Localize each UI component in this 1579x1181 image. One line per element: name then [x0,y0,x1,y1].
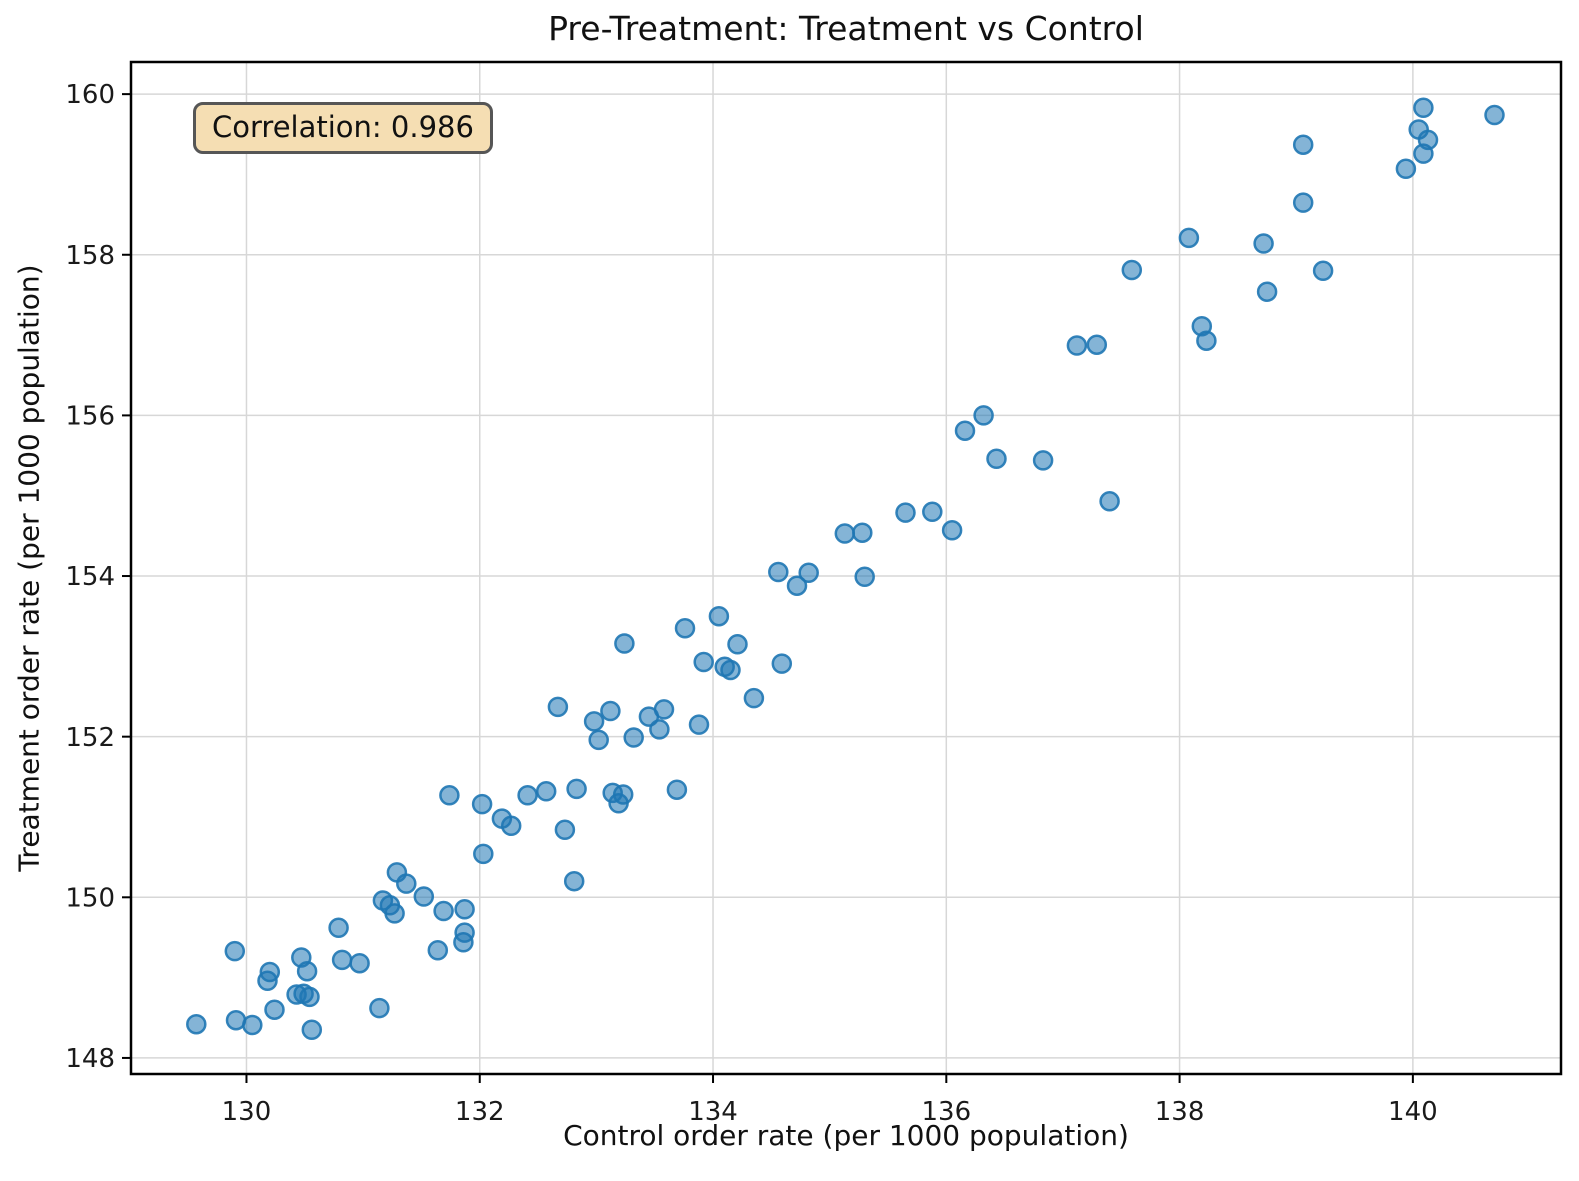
data-point [1256,281,1278,302]
data-point [674,617,696,639]
y-tick-label: 156 [65,401,115,431]
data-point [433,900,454,922]
data-point [798,562,819,584]
data-point [854,566,875,588]
data-point [473,843,494,865]
data-point [771,653,793,674]
y-tick-label: 154 [65,562,115,592]
data-point [852,522,873,543]
data-point [708,605,730,627]
y-tick-label: 148 [65,1044,115,1074]
y-tick-label: 150 [65,883,115,913]
y-tick-label: 152 [65,723,115,753]
data-point [369,997,390,1019]
data-point [588,729,609,751]
correlation-annotation: Correlation: 0.986 [193,102,493,154]
data-point [517,785,538,806]
y-tick-label: 158 [65,241,115,271]
data-point [941,520,963,541]
x-tick-label: 136 [921,1097,971,1127]
data-point [1121,259,1143,281]
data-point [693,651,714,673]
data-point [768,561,789,583]
data-point [954,420,976,441]
x-tick-label: 130 [222,1097,272,1127]
data-point [786,575,808,596]
data-point [614,633,635,654]
data-point [895,502,916,523]
x-tick-label: 138 [1155,1097,1205,1127]
y-tick-label: 160 [65,80,115,110]
data-point [384,903,405,924]
data-point [264,999,285,1020]
plot-border [129,60,1563,1076]
data-point [563,870,585,892]
x-tick-label: 134 [688,1097,738,1127]
chart-title: Pre-Treatment: Treatment vs Control [548,9,1144,48]
data-point [547,696,569,718]
data-point [1099,491,1120,512]
data-point [242,1014,263,1036]
x-tick-label: 132 [455,1097,505,1127]
data-point [471,793,493,815]
data-point [583,711,605,732]
data-point [612,784,634,805]
data-point [1413,97,1434,119]
data-point [922,501,943,523]
data-point [1312,260,1334,282]
data-point [1292,192,1314,213]
data-point [566,778,587,800]
data-point [299,986,320,1008]
data-point [413,886,435,907]
data-point [834,523,856,544]
data-point [727,634,748,655]
data-point [1484,104,1505,126]
data-point [331,949,353,971]
data-point [427,940,449,961]
data-point [328,917,349,939]
data-point [1395,158,1417,180]
data-point [535,781,557,802]
data-point [1086,334,1108,355]
data-point [600,700,621,722]
data-point [439,785,460,806]
data-point [296,960,318,982]
data-point [973,405,994,426]
data-point [986,448,1007,470]
data-point [720,659,741,681]
data-point [554,819,576,841]
data-point [666,779,688,800]
data-point [454,922,475,943]
x-axis-label: Control order rate (per 1000 population) [563,1119,1129,1152]
data-point [1253,233,1274,254]
data-point [259,961,281,983]
data-point [1032,450,1054,471]
data-point [500,815,522,837]
data-point [224,940,246,962]
x-tick-label: 140 [1388,1097,1438,1127]
y-axis-label: Treatment order rate (per 1000 populatio… [12,264,46,872]
data-point [186,1013,207,1035]
data-point [688,714,710,735]
data-point [454,899,475,920]
data-point [1196,330,1217,351]
data-point [1066,335,1088,356]
data-point [1178,227,1200,249]
data-point [623,727,644,748]
data-point [653,699,675,720]
data-point [1292,134,1314,155]
data-point [396,873,417,894]
data-point [301,1019,323,1041]
data-point [1417,129,1439,151]
data-point [743,687,765,709]
data-point [649,719,670,740]
data-point [349,952,370,974]
